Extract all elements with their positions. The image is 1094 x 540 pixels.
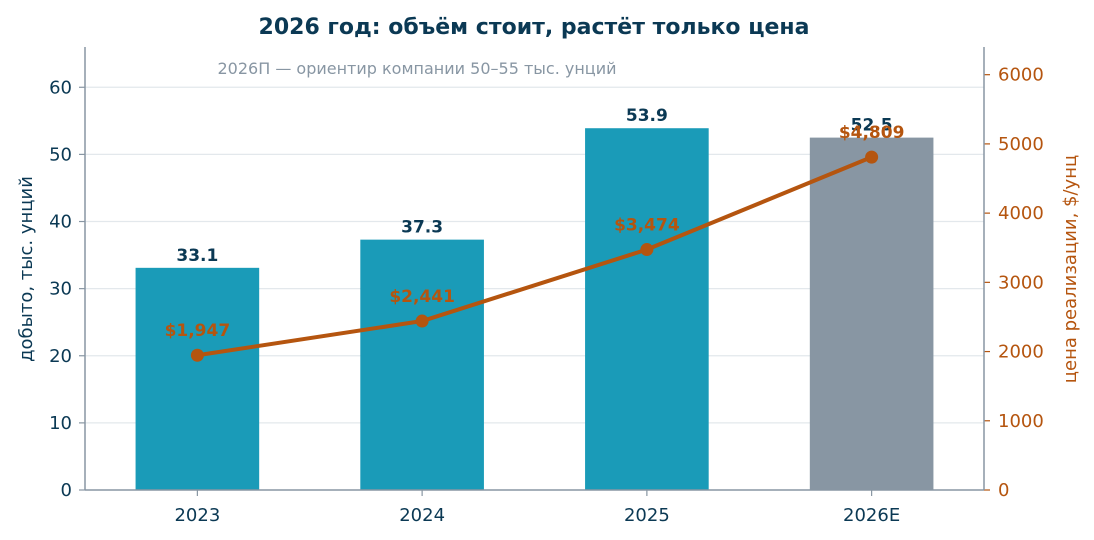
bar bbox=[360, 239, 484, 490]
bar-value-label: 33.1 bbox=[176, 246, 218, 266]
y-right-tick-label: 5000 bbox=[998, 134, 1044, 155]
bar-value-label: 53.9 bbox=[626, 106, 668, 126]
bar bbox=[809, 137, 934, 490]
y-left-tick-label: 30 bbox=[49, 279, 72, 300]
price-value-label: $2,441 bbox=[389, 287, 455, 307]
price-point bbox=[190, 348, 204, 362]
x-tick-label: 2026E bbox=[843, 505, 900, 526]
y-axis-left-label: добыто, тыс. унций bbox=[16, 176, 37, 362]
bar bbox=[135, 267, 260, 490]
chart-subtitle: 2026П — ориентир компании 50–55 тыс. унц… bbox=[217, 59, 616, 78]
price-value-label: $3,474 bbox=[614, 216, 680, 236]
data-labels: 33.1 37.3 53.9 52.5 $1,947 $2,441 $3,474 $4,809 bbox=[165, 106, 905, 341]
y-right-tick-label: 0 bbox=[998, 480, 1009, 501]
price-point bbox=[415, 314, 429, 328]
x-tick-label: 2024 bbox=[399, 505, 445, 526]
bar bbox=[585, 128, 709, 490]
price-value-label: $1,947 bbox=[165, 321, 231, 341]
price-value-label: $4,809 bbox=[839, 123, 905, 143]
y-left-tick-label: 40 bbox=[49, 212, 72, 233]
bar-value-label: 52.5 bbox=[851, 116, 893, 136]
bars bbox=[135, 128, 934, 490]
axes: 0 10 20 30 40 50 60 0 1000 2000 3000 4000 5000 6000 20… bbox=[49, 47, 1044, 526]
y-left-tick-label: 60 bbox=[49, 77, 72, 98]
y-left-tick-label: 50 bbox=[49, 144, 72, 165]
y-right-tick-label: 4000 bbox=[998, 203, 1044, 224]
price-line bbox=[190, 150, 879, 362]
x-tick-label: 2023 bbox=[174, 505, 220, 526]
price-line-path bbox=[197, 155, 873, 358]
y-left-tick-label: 10 bbox=[49, 413, 72, 434]
price-point bbox=[640, 243, 654, 257]
y-right-tick-label: 3000 bbox=[998, 272, 1044, 293]
bar-value-label: 37.3 bbox=[401, 218, 443, 238]
y-right-tick-label: 1000 bbox=[998, 411, 1044, 432]
y-right-tick-label: 2000 bbox=[998, 342, 1044, 363]
y-left-tick-label: 0 bbox=[61, 480, 72, 501]
x-tick-label: 2025 bbox=[624, 505, 670, 526]
chart-title: 2026 год: объём стоит, растёт только цен… bbox=[259, 15, 810, 40]
y-right-tick-label: 6000 bbox=[998, 65, 1044, 86]
y-axis-right-label: цена реализации, $/унц bbox=[1060, 155, 1081, 383]
y-left-tick-label: 20 bbox=[49, 346, 72, 367]
price-point bbox=[865, 150, 879, 164]
